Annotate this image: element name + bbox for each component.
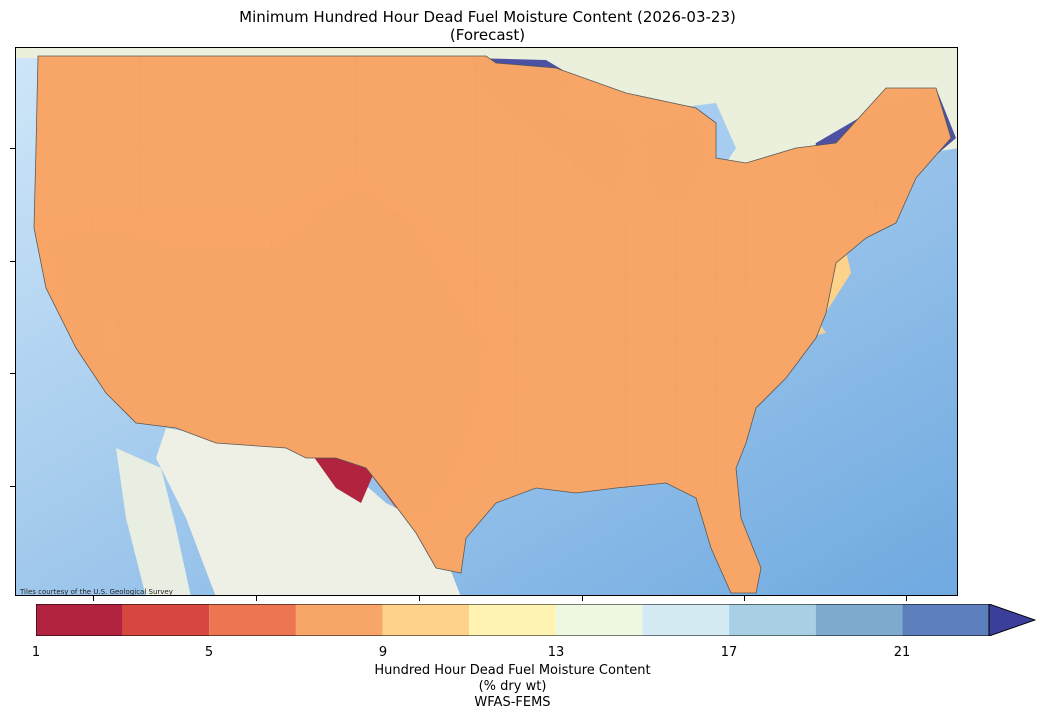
y-tick bbox=[10, 373, 15, 374]
x-tick bbox=[744, 596, 745, 601]
colorbar-label: Hundred Hour Dead Fuel Moisture Content … bbox=[0, 663, 1025, 711]
colorbar-bin bbox=[469, 604, 556, 636]
chart-title: Minimum Hundred Hour Dead Fuel Moisture … bbox=[0, 8, 975, 44]
colorbar-bin bbox=[555, 604, 643, 636]
map-panel: Tiles courtesy of the U.S. Geological Su… bbox=[15, 47, 958, 596]
colorbar-bins bbox=[36, 604, 1036, 636]
colorbar-tick-label: 13 bbox=[547, 645, 565, 660]
colorbar-label-line3: WFAS-FEMS bbox=[474, 695, 551, 710]
colorbar bbox=[36, 604, 1036, 636]
colorbar-outline bbox=[36, 604, 990, 636]
colorbar-tick-label: 21 bbox=[893, 645, 911, 660]
map-attribution: Tiles courtesy of the U.S. Geological Su… bbox=[19, 588, 173, 596]
y-tick bbox=[10, 486, 15, 487]
colorbar-extend-arrow bbox=[988, 604, 1036, 636]
x-tick bbox=[93, 596, 94, 601]
x-tick bbox=[419, 596, 420, 601]
colorbar-bin bbox=[729, 604, 816, 636]
y-tick bbox=[10, 148, 15, 149]
colorbar-tick-label: 5 bbox=[204, 645, 214, 660]
colorbar-bin bbox=[642, 604, 730, 636]
colorbar-bin bbox=[382, 604, 470, 636]
colorbar-bin bbox=[209, 604, 296, 636]
title-line2: (Forecast) bbox=[449, 26, 526, 44]
y-tick bbox=[10, 261, 15, 262]
x-tick bbox=[582, 596, 583, 601]
colorbar-label-line1: Hundred Hour Dead Fuel Moisture Content bbox=[374, 663, 651, 678]
x-tick bbox=[256, 596, 257, 601]
baja-land bbox=[116, 448, 191, 595]
colorbar-tick-label: 1 bbox=[31, 645, 41, 660]
mexico-land bbox=[156, 428, 461, 595]
colorbar-bin bbox=[815, 604, 903, 636]
colorbar-bin bbox=[36, 604, 123, 636]
colorbar-label-line2: (% dry wt) bbox=[478, 679, 547, 694]
x-tick bbox=[906, 596, 907, 601]
title-line1: Minimum Hundred Hour Dead Fuel Moisture … bbox=[239, 8, 736, 26]
colorbar-bin bbox=[295, 604, 383, 636]
colorbar-tick-label: 9 bbox=[378, 645, 388, 660]
colorbar-bin bbox=[902, 604, 989, 636]
colorbar-tick-label: 17 bbox=[720, 645, 738, 660]
map-svg: Tiles courtesy of the U.S. Geological Su… bbox=[16, 48, 957, 596]
colorbar-bin bbox=[122, 604, 210, 636]
